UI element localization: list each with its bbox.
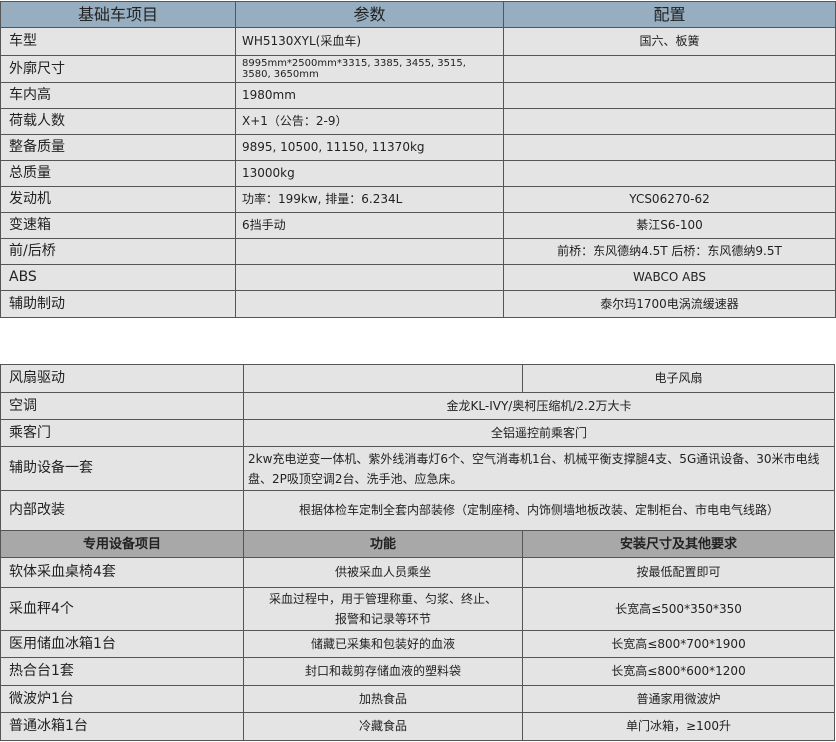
row-item: 荷载人数 xyxy=(0,108,236,135)
row-item: 空调 xyxy=(0,392,244,420)
row-item: 整备质量 xyxy=(0,134,236,161)
table-row: 辅助设备一套 2kw充电逆变一体机、紫外线消毒灯6个、空气消毒机1台、机械平衡支… xyxy=(0,446,835,491)
equipment-row: 热合台1套 封口和裁剪存储血液的塑料袋 长宽高≤800*600*1200 xyxy=(0,657,835,686)
row-param: 8995mm*2500mm*3315, 3385, 3455, 3515, 35… xyxy=(235,55,504,83)
row-config xyxy=(503,134,836,161)
row-param: X+1（公告：2-9） xyxy=(235,108,504,135)
row-value: 全铝遥控前乘客门 xyxy=(243,419,835,447)
row-item: 辅助制动 xyxy=(0,290,236,318)
row-item: 车型 xyxy=(0,27,236,56)
table-row: 空调 金龙KL-IVY/奥柯压缩机/2.2万大卡 xyxy=(0,392,835,420)
equipment-function: 加热食品 xyxy=(243,685,523,713)
row-param: 13000kg xyxy=(235,160,504,187)
equipment-requirement: 按最低配置即可 xyxy=(522,557,835,588)
row-item: 变速箱 xyxy=(0,212,236,239)
row-config xyxy=(503,82,836,109)
row-value: 根据体检车定制全套内部装修（定制座椅、内饰侧墙地板改装、定制柜台、市电电气线路） xyxy=(243,490,835,531)
table-row: 发动机 功率：199kw, 排量：6.234L YCS06270-62 xyxy=(0,186,836,213)
equipment-requirement: 长宽高≤800*600*1200 xyxy=(522,657,835,686)
equipment-row: 微波炉1台 加热食品 普通家用微波炉 xyxy=(0,685,835,713)
row-item: 乘客门 xyxy=(0,419,244,447)
row-item: 发动机 xyxy=(0,186,236,213)
row-value: 金龙KL-IVY/奥柯压缩机/2.2万大卡 xyxy=(243,392,835,420)
row-config: 綦江S6-100 xyxy=(503,212,836,239)
table-row: 风扇驱动 电子风扇 xyxy=(0,364,835,393)
header-equipment: 专用设备项目 xyxy=(0,530,244,558)
row-config: 泰尔玛1700电涡流缓速器 xyxy=(503,290,836,318)
row-config xyxy=(503,108,836,135)
equipment-item: 采血秤4个 xyxy=(0,587,244,631)
row-param xyxy=(235,238,504,265)
equipment-item: 热合台1套 xyxy=(0,657,244,686)
row-item: 车内高 xyxy=(0,82,236,109)
equipment-function: 采血过程中，用于管理称重、匀浆、终止、报警和记录等环节 xyxy=(243,587,523,631)
table-row: 整备质量 9895, 10500, 11150, 11370kg xyxy=(0,134,836,161)
header-param: 参数 xyxy=(235,1,504,28)
upfit-table: 风扇驱动 电子风扇 空调 金龙KL-IVY/奥柯压缩机/2.2万大卡 乘客门 全… xyxy=(0,364,835,741)
row-param xyxy=(235,264,504,291)
table-row: 荷载人数 X+1（公告：2-9） xyxy=(0,108,836,135)
table-row: 变速箱 6挡手动 綦江S6-100 xyxy=(0,212,836,239)
equipment-row: 医用储血冰箱1台 储藏已采集和包装好的血液 长宽高≤800*700*1900 xyxy=(0,630,835,658)
row-config xyxy=(503,160,836,187)
equipment-function: 储藏已采集和包装好的血液 xyxy=(243,630,523,658)
row-config: 前桥：东风德纳4.5T 后桥：东风德纳9.5T xyxy=(503,238,836,265)
row-value: 电子风扇 xyxy=(522,364,835,393)
row-param: 9895, 10500, 11150, 11370kg xyxy=(235,134,504,161)
row-item: 前/后桥 xyxy=(0,238,236,265)
table-row: 车型 WH5130XYL(采血车) 国六、板簧 xyxy=(0,27,836,56)
row-config: WABCO ABS xyxy=(503,264,836,291)
header-config: 配置 xyxy=(503,1,836,28)
table-row: 外廓尺寸 8995mm*2500mm*3315, 3385, 3455, 3515… xyxy=(0,55,836,83)
row-config: YCS06270-62 xyxy=(503,186,836,213)
row-item: 内部改装 xyxy=(0,490,244,531)
table-row: 总质量 13000kg xyxy=(0,160,836,187)
row-value: 2kw充电逆变一体机、紫外线消毒灯6个、空气消毒机1台、机械平衡支撑腿4支、5G… xyxy=(243,446,835,491)
row-item: ABS xyxy=(0,264,236,291)
row-item: 总质量 xyxy=(0,160,236,187)
row-param: 功率：199kw, 排量：6.234L xyxy=(235,186,504,213)
row-item: 辅助设备一套 xyxy=(0,446,244,491)
equipment-item: 普通冰箱1台 xyxy=(0,712,244,741)
equipment-function: 供被采血人员乘坐 xyxy=(243,557,523,588)
equipment-requirement: 普通家用微波炉 xyxy=(522,685,835,713)
equipment-item: 软体采血桌椅4套 xyxy=(0,557,244,588)
row-param xyxy=(235,290,504,318)
table-row: 内部改装 根据体检车定制全套内部装修（定制座椅、内饰侧墙地板改装、定制柜台、市电… xyxy=(0,490,835,531)
table-row: 车内高 1980mm xyxy=(0,82,836,109)
row-item: 风扇驱动 xyxy=(0,364,244,393)
equipment-item: 医用储血冰箱1台 xyxy=(0,630,244,658)
row-config xyxy=(503,55,836,83)
equipment-requirement: 长宽高≤800*700*1900 xyxy=(522,630,835,658)
equipment-row: 软体采血桌椅4套 供被采血人员乘坐 按最低配置即可 xyxy=(0,557,835,588)
header-requirements: 安装尺寸及其他要求 xyxy=(522,530,835,558)
equipment-function: 封口和裁剪存储血液的塑料袋 xyxy=(243,657,523,686)
header-function: 功能 xyxy=(243,530,523,558)
table-header-row: 基础车项目 参数 配置 xyxy=(0,1,836,28)
equipment-item: 微波炉1台 xyxy=(0,685,244,713)
equipment-requirement: 单门冰箱，≥100升 xyxy=(522,712,835,741)
table-row: ABS WABCO ABS xyxy=(0,264,836,291)
row-config: 国六、板簧 xyxy=(503,27,836,56)
table-row: 辅助制动 泰尔玛1700电涡流缓速器 xyxy=(0,290,836,318)
row-item: 外廓尺寸 xyxy=(0,55,236,83)
header-item: 基础车项目 xyxy=(0,1,236,28)
equipment-row: 采血秤4个 采血过程中，用于管理称重、匀浆、终止、报警和记录等环节 长宽高≤500*… xyxy=(0,587,835,631)
row-param: 1980mm xyxy=(235,82,504,109)
equipment-header-row: 专用设备项目 功能 安装尺寸及其他要求 xyxy=(0,530,835,558)
table-row: 前/后桥 前桥：东风德纳4.5T 后桥：东风德纳9.5T xyxy=(0,238,836,265)
equipment-row: 普通冰箱1台 冷藏食品 单门冰箱，≥100升 xyxy=(0,712,835,741)
base-vehicle-table: 基础车项目 参数 配置 车型 WH5130XYL(采血车) 国六、板簧 外廓尺寸 899… xyxy=(0,1,836,318)
row-param: 6挡手动 xyxy=(235,212,504,239)
equipment-function: 冷藏食品 xyxy=(243,712,523,741)
equipment-requirement: 长宽高≤500*350*350 xyxy=(522,587,835,631)
table-row: 乘客门 全铝遥控前乘客门 xyxy=(0,419,835,447)
row-param: WH5130XYL(采血车) xyxy=(235,27,504,56)
